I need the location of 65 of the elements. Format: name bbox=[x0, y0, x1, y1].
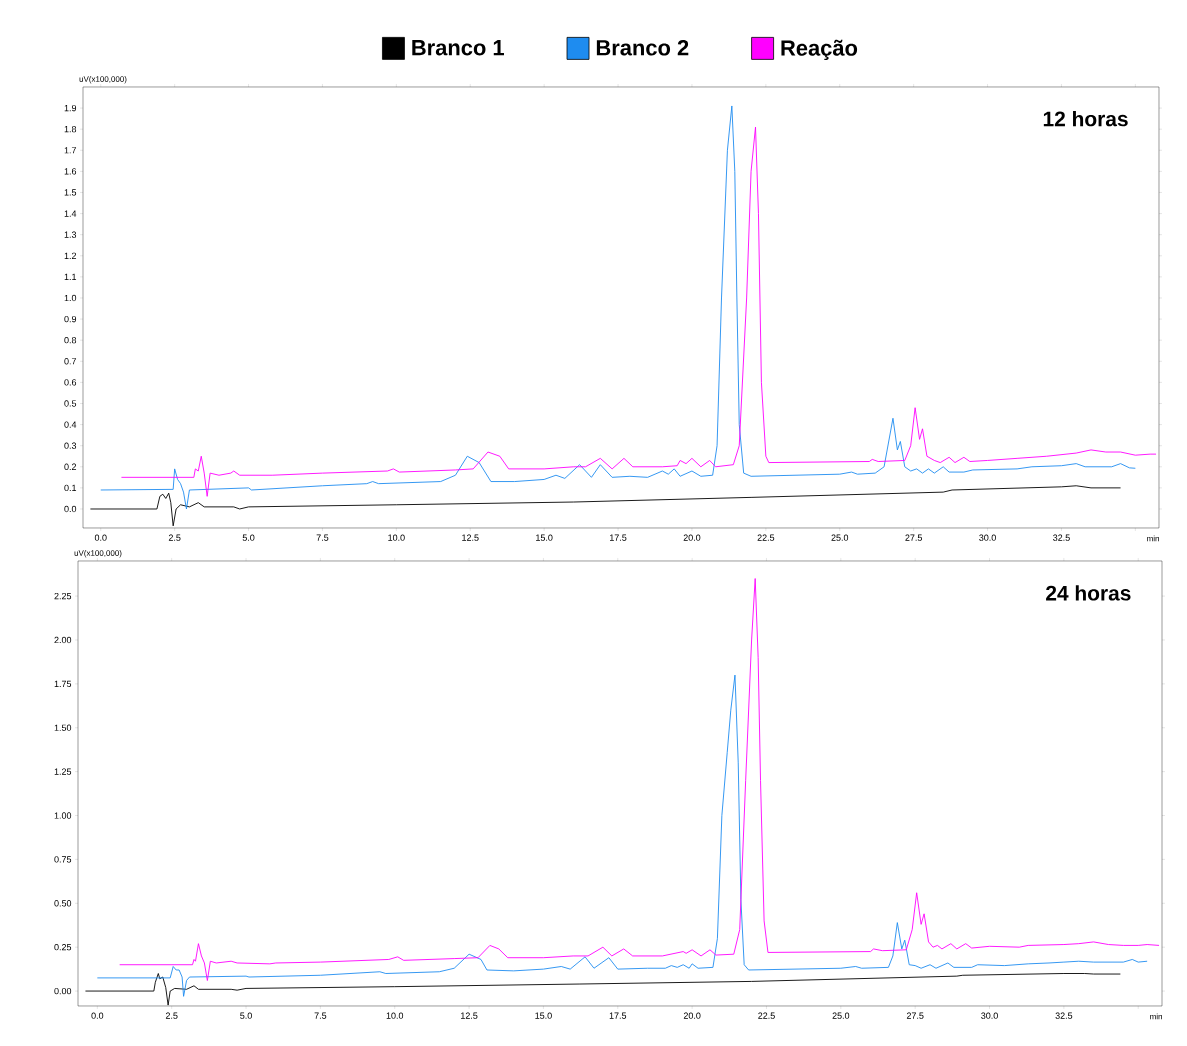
x-tick-label: 20.0 bbox=[683, 1012, 701, 1019]
y-tick-label: 0.7 bbox=[64, 358, 77, 365]
y-tick-label: 2.00 bbox=[54, 636, 72, 644]
y-tick-label: 0.1 bbox=[64, 484, 77, 492]
x-tick-label: 12.5 bbox=[461, 1012, 478, 1019]
y-tick-label: 0.75 bbox=[54, 856, 72, 863]
y-tick-label: 1.0 bbox=[64, 294, 77, 302]
y-tick-label: 1.6 bbox=[64, 168, 77, 175]
y-tick-label: 1.50 bbox=[54, 724, 72, 731]
x-tick-label: 17.5 bbox=[609, 1012, 627, 1019]
x-tick-label: 2.5 bbox=[168, 534, 181, 541]
y-tick-label: 1.00 bbox=[54, 812, 72, 819]
y-tick-label: 1.1 bbox=[64, 273, 77, 280]
y-tick-label: 0.2 bbox=[64, 463, 77, 470]
y-tick-label: 2.25 bbox=[54, 592, 72, 600]
x-tick-label: 20.0 bbox=[683, 534, 701, 541]
x-tick-label: 32.5 bbox=[1053, 534, 1070, 541]
x-tick-label: 7.5 bbox=[314, 1012, 327, 1019]
y-tick-label: 1.7 bbox=[64, 147, 77, 154]
legend-label: Branco 2 bbox=[596, 39, 689, 56]
y-tick-label: 0.9 bbox=[64, 315, 77, 323]
y-tick-label: 0.0 bbox=[64, 505, 77, 513]
x-tick-label: 10.0 bbox=[386, 1012, 404, 1019]
x-tick-label: 15.0 bbox=[536, 534, 553, 541]
y-tick-label: 1.9 bbox=[64, 104, 77, 112]
x-tick-label: 0.0 bbox=[91, 1012, 104, 1019]
y-tick-label: 1.75 bbox=[54, 680, 72, 687]
y-tick-label: 1.3 bbox=[64, 231, 77, 238]
x-tick-label: 22.5 bbox=[758, 1012, 775, 1019]
x-tick-label: 0.0 bbox=[94, 534, 107, 541]
x-tick-label: 10.0 bbox=[388, 534, 405, 541]
y-tick-label: 0.25 bbox=[54, 944, 72, 951]
x-tick-label: 27.5 bbox=[906, 1012, 924, 1019]
x-tick-label: 12.5 bbox=[462, 534, 479, 541]
line-series bbox=[96, 674, 1148, 997]
x-tick-label: 30.0 bbox=[981, 1012, 998, 1019]
line-series bbox=[119, 578, 1160, 981]
y-tick-label: 0.6 bbox=[64, 379, 77, 386]
x-tick-label: 5.0 bbox=[242, 534, 255, 541]
y-tick-label: 0.3 bbox=[64, 442, 77, 449]
x-tick-label: 2.5 bbox=[165, 1012, 178, 1019]
x-tick-label: 32.5 bbox=[1055, 1012, 1073, 1019]
y-tick-label: 1.8 bbox=[64, 126, 77, 133]
y-tick-label: 1.5 bbox=[64, 189, 77, 196]
y-tick-label: 0.5 bbox=[64, 400, 77, 407]
y-tick-label: 1.4 bbox=[64, 210, 77, 217]
x-tick-label: 17.5 bbox=[610, 534, 627, 541]
x-tick-label: 27.5 bbox=[905, 534, 922, 541]
y-tick-label: 1.2 bbox=[64, 252, 77, 259]
x-tick-label: 22.5 bbox=[757, 534, 775, 541]
legend-label: Reação bbox=[781, 39, 858, 61]
x-tick-label: 5.0 bbox=[240, 1012, 252, 1019]
x-tick-label: 25.0 bbox=[831, 534, 849, 541]
y-tick-label: 1.25 bbox=[54, 768, 72, 775]
y-tick-label: 0.50 bbox=[54, 900, 72, 907]
y-tick-label: 0.4 bbox=[64, 421, 77, 428]
text: 24 horas bbox=[1046, 585, 1131, 601]
x-tick-label: 15.0 bbox=[535, 1012, 552, 1019]
y-tick-label: 0.8 bbox=[64, 337, 77, 344]
x-tick-label: 30.0 bbox=[979, 534, 996, 541]
x-tick-label: 25.0 bbox=[832, 1012, 850, 1019]
legend-label: Branco 1 bbox=[412, 40, 504, 56]
text: 12 horas bbox=[1043, 110, 1128, 127]
x-tick-label: 7.5 bbox=[316, 534, 329, 541]
y-tick-label: 0.00 bbox=[54, 987, 72, 995]
